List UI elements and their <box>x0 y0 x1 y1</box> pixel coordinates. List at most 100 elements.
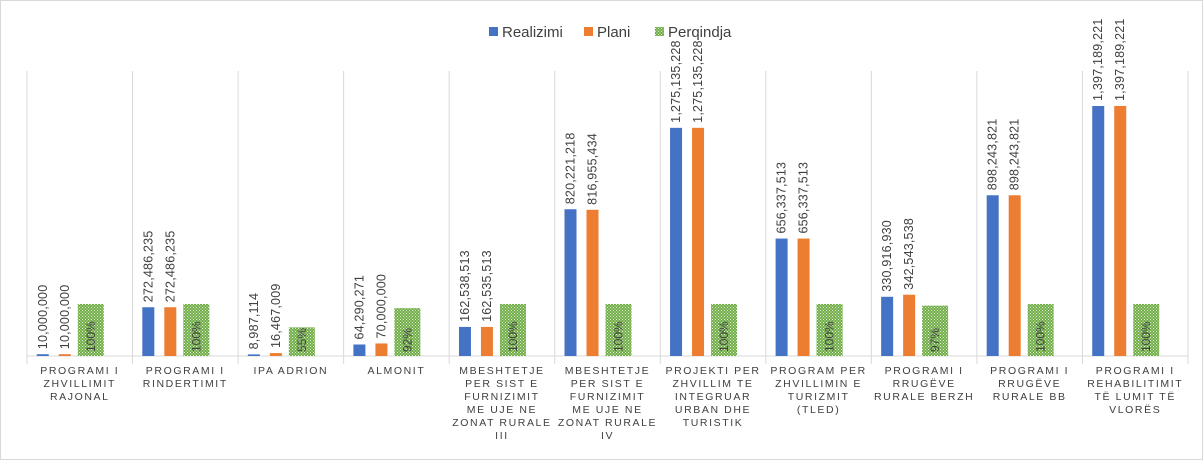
label-realizimi: 1,275,135,228 <box>669 40 683 123</box>
bar-realizimi <box>247 354 260 356</box>
category-label-line: ZHVILLIMIN E <box>775 378 862 390</box>
legend-swatch-realizimi <box>489 27 498 36</box>
category-label-line: MBESHTETJE <box>565 365 650 377</box>
bar-plani <box>269 353 282 356</box>
label-realizimi: 8,987,114 <box>247 293 261 349</box>
category-label-line: VLORËS <box>1109 404 1161 416</box>
category-label-line: TË LUMIT TË <box>1095 391 1176 403</box>
category-label: IPA ADRION <box>253 365 328 377</box>
label-perqindja: 100% <box>1034 321 1048 352</box>
label-plani: 898,243,821 <box>1008 119 1022 191</box>
bar-plani <box>58 354 71 356</box>
category-label: MBESHTETJE PER SIST E FURNIZIMIT ME UJE NE Z… <box>558 365 657 442</box>
label-realizimi: 820,221,218 <box>564 133 578 205</box>
category-label-line: ZHVILLIM TE <box>673 378 754 390</box>
label-realizimi: 272,486,235 <box>141 231 155 303</box>
label-plani: 10,000,000 <box>58 285 72 350</box>
category-label: PROGRAMI I RRUGËVE RURALE BB <box>990 365 1069 403</box>
category-label-line: RURALE BB <box>993 391 1067 403</box>
label-realizimi: 330,916,930 <box>880 220 894 292</box>
bar-plani <box>692 127 705 356</box>
category-label-line: ZONAT RURALE <box>558 417 657 429</box>
bar-perqindja <box>499 304 526 356</box>
legend-label-plani: Plani <box>597 24 630 41</box>
legend-label-realizimi: Realizimi <box>502 24 563 41</box>
label-perqindja: 92% <box>400 328 414 352</box>
category-label-line: PROJEKTI PER <box>666 365 761 377</box>
bar-realizimi <box>142 307 155 356</box>
label-plani: 816,955,434 <box>586 133 600 205</box>
category-label-line: ZONAT RURALE <box>452 417 551 429</box>
bar-plani <box>1008 195 1021 356</box>
label-realizimi: 1,397,189,221 <box>1091 18 1105 101</box>
bar-perqindja <box>816 304 843 356</box>
label-perqindja: 97% <box>928 328 942 352</box>
label-plani: 16,467,009 <box>269 283 283 348</box>
category-label-line: RRUGËVE <box>998 378 1061 390</box>
bar-realizimi <box>881 296 894 356</box>
category-label-line: ME UJE NE <box>572 404 642 416</box>
bar-perqindja <box>1133 304 1160 356</box>
legend-label-perqindja: Perqindja <box>668 24 732 41</box>
bar-perqindja <box>183 304 210 356</box>
label-plani: 342,543,538 <box>902 218 916 290</box>
label-perqindja: 55% <box>295 328 309 352</box>
bar-perqindja <box>288 327 315 356</box>
bar-realizimi <box>564 209 577 356</box>
category-label-line: FURNIZIMIT <box>464 391 540 403</box>
category-label-line: (TLED) <box>797 404 840 416</box>
label-plani: 162,535,513 <box>480 250 494 322</box>
label-plani: 272,486,235 <box>163 231 177 303</box>
category-label-line: ALMONIT <box>367 365 425 377</box>
label-realizimi: 64,290,271 <box>352 275 366 340</box>
bar-realizimi <box>36 354 49 356</box>
label-perqindja: 100% <box>1139 321 1153 352</box>
label-realizimi: 656,337,513 <box>775 162 789 234</box>
label-plani: 656,337,513 <box>797 162 811 234</box>
category-label: PROGRAMI I REHABILITIMIT TË LUMIT TË VLORËS <box>1087 365 1183 416</box>
label-perqindja: 100% <box>506 321 520 352</box>
category-label-line: PER SIST E <box>465 378 539 390</box>
label-perqindja: 100% <box>823 321 837 352</box>
category-label-line: IV <box>601 430 614 442</box>
category-label: PROGRAMI I RINDERTIMIT <box>143 365 228 390</box>
category-label-line: ME UJE NE <box>467 404 537 416</box>
bar-realizimi <box>458 326 471 356</box>
label-plani: 1,397,189,221 <box>1113 18 1127 101</box>
bar-plani <box>1114 106 1127 356</box>
category-label-line: TURIZMIT <box>788 391 850 403</box>
label-realizimi: 10,000,000 <box>36 285 50 350</box>
label-perqindja: 100% <box>717 321 731 352</box>
bar-perqindja <box>605 304 632 356</box>
bar-perqindja <box>394 308 421 356</box>
legend-swatch-plani <box>584 27 593 36</box>
category-label-line: RURALE BERZH <box>874 391 974 403</box>
bar-perqindja <box>711 304 738 356</box>
label-perqindja: 100% <box>612 321 626 352</box>
category-label: MBESHTETJE PER SIST E FURNIZIMIT ME UJE NE Z… <box>452 365 551 442</box>
category-label-line: MBESHTETJE <box>459 365 544 377</box>
bar-realizimi <box>1092 106 1105 356</box>
bar-plani <box>586 209 599 356</box>
label-plani: 70,000,000 <box>374 274 388 339</box>
category-label-line: FURNIZIMIT <box>570 391 646 403</box>
category-label-line: IPA ADRION <box>253 365 328 377</box>
bar-plani <box>797 238 810 356</box>
category-label: PROGRAM PER ZHVILLIMIN E TURIZMIT (TLED) <box>770 365 866 416</box>
bar-plani <box>480 326 493 356</box>
category-label-line: URBAN DHE <box>675 404 751 416</box>
category-label-line: PROGRAM PER <box>770 365 866 377</box>
category-label-line: PROGRAMI I <box>1096 365 1175 377</box>
bar-plani <box>903 294 916 356</box>
bar-perqindja <box>77 304 104 356</box>
bar-realizimi <box>353 344 366 356</box>
category-label: PROJEKTI PER ZHVILLIM TE INTEGRUAR URBAN DH… <box>666 365 761 429</box>
bars <box>36 106 1160 356</box>
category-label-line: ZHVILLIMIT <box>43 378 116 390</box>
category-label-line: INTEGRUAR <box>675 391 751 403</box>
category-label-line: REHABILITIMIT <box>1087 378 1183 390</box>
label-realizimi: 162,538,513 <box>458 250 472 322</box>
